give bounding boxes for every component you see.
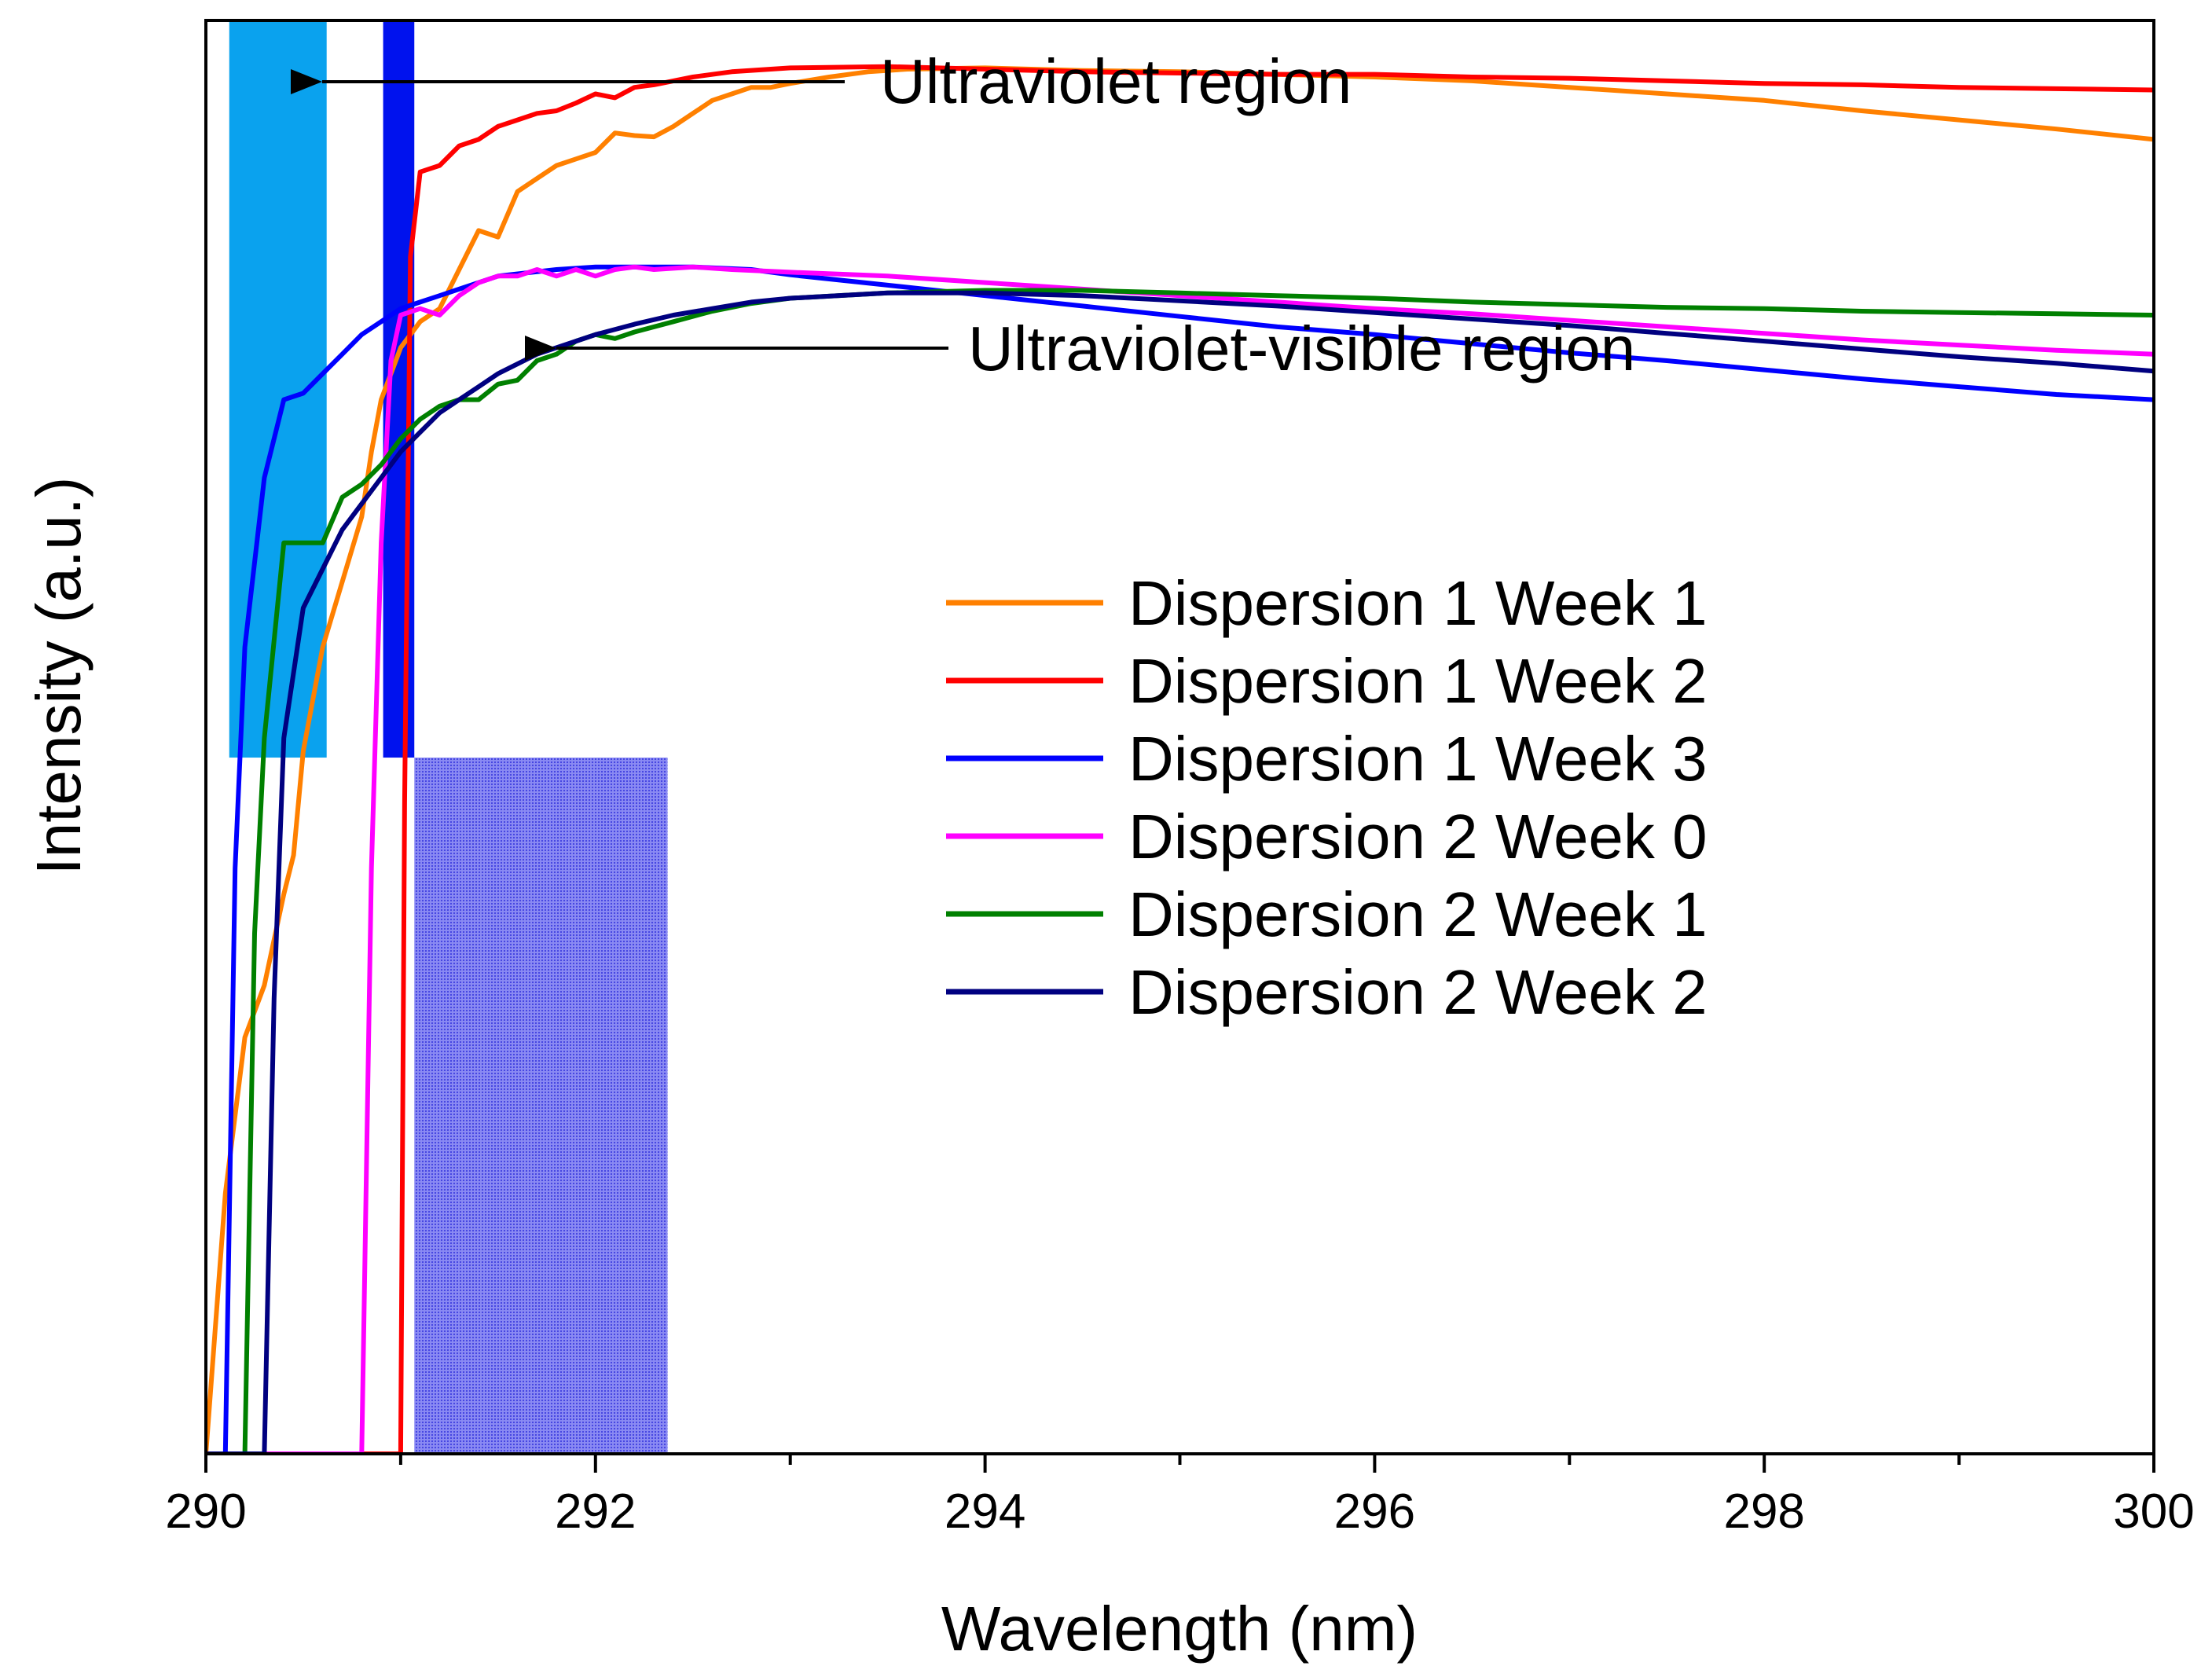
shaded-regions <box>229 20 668 1454</box>
series-lines <box>206 64 2154 1454</box>
legend: Dispersion 1 Week 1 Dispersion 1 Week 2 Di… <box>946 568 1708 1027</box>
legend-label-2: Dispersion 1 Week 2 <box>1128 646 1708 716</box>
series-line-3 <box>206 264 2154 1454</box>
legend-label-5: Dispersion 2 Week 1 <box>1128 879 1708 949</box>
series-line-1 <box>206 65 2154 1454</box>
annotations: Ultraviolet region Ultraviolet-visible r… <box>291 46 1635 383</box>
x-axis-ticks: 290 292 294 296 298 300 <box>165 1454 2195 1539</box>
ultraviolet-region-label: Ultraviolet region <box>880 46 1352 116</box>
ultraviolet-visible-block <box>414 758 668 1454</box>
x-tick-label: 300 <box>2113 1484 2194 1539</box>
y-axis-title: Intensity (a.u.) <box>24 477 94 875</box>
series-line-6 <box>206 290 2154 1454</box>
x-axis-title: Wavelength (nm) <box>941 1594 1418 1664</box>
x-tick-label: 296 <box>1334 1484 1415 1539</box>
legend-label-3: Dispersion 1 Week 3 <box>1128 724 1708 794</box>
series-line-4 <box>206 264 2154 1454</box>
x-tick-label: 292 <box>555 1484 636 1539</box>
legend-label-1: Dispersion 1 Week 1 <box>1128 568 1708 638</box>
legend-label-4: Dispersion 2 Week 0 <box>1128 802 1708 872</box>
x-tick-label: 298 <box>1723 1484 1804 1539</box>
x-tick-label: 290 <box>165 1484 246 1539</box>
ultraviolet-visible-region-label: Ultraviolet-visible region <box>968 314 1635 383</box>
x-tick-label: 294 <box>945 1484 1025 1539</box>
legend-label-6: Dispersion 2 Week 2 <box>1128 957 1708 1027</box>
